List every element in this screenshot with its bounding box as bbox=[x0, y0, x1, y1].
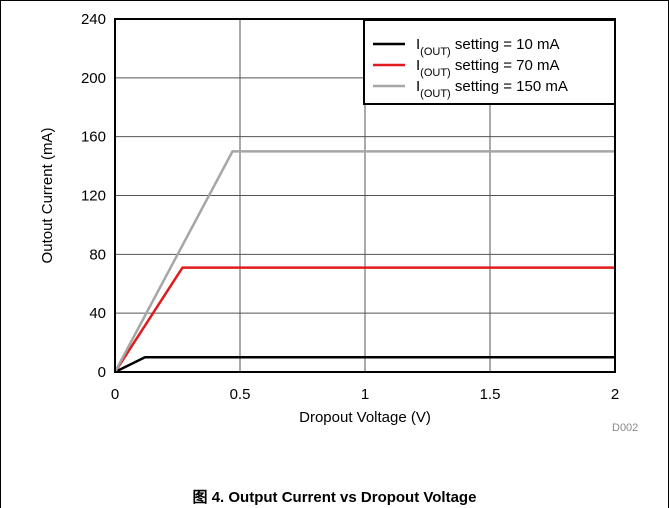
legend-entry-label: I(OUT) setting = 70 mA bbox=[416, 57, 560, 79]
figure-caption: 图 4. Output Current vs Dropout Voltage bbox=[192, 489, 477, 506]
legend-entry-label: I(OUT) setting = 10 mA bbox=[416, 36, 560, 58]
x-tick-label: 0.5 bbox=[230, 386, 251, 403]
legend: I(OUT) setting = 10 mAI(OUT) setting = 7… bbox=[363, 19, 616, 105]
series-line-2 bbox=[113, 266, 615, 373]
x-axis-label: Dropout Voltage (V) bbox=[299, 409, 431, 426]
series-line-3 bbox=[113, 150, 615, 373]
y-axis-label: Outout Current (mA) bbox=[39, 128, 56, 264]
frame-top-border bbox=[0, 0, 669, 1]
legend-box bbox=[363, 19, 616, 105]
series-layer bbox=[113, 150, 615, 374]
y-tick-label: 0 bbox=[98, 364, 106, 381]
y-tick-label: 160 bbox=[81, 129, 106, 146]
x-tick-label: 2 bbox=[611, 386, 619, 403]
dropout-chart: 0 0.5 1 1.5 2 0 40 80 120 160 200 240 Dropout Volta… bbox=[39, 11, 638, 434]
series-line-1 bbox=[114, 356, 615, 374]
legend-entry-label: I(OUT) setting = 150 mA bbox=[416, 78, 568, 100]
y-tick-label: 40 bbox=[89, 305, 106, 322]
watermark-label: D002 bbox=[612, 422, 638, 434]
y-tick-label: 80 bbox=[89, 246, 106, 263]
y-tick-label: 200 bbox=[81, 70, 106, 87]
y-tick-label: 240 bbox=[81, 11, 106, 28]
tick-labels: 0 0.5 1 1.5 2 0 40 80 120 160 200 240 bbox=[81, 11, 619, 403]
y-tick-label: 120 bbox=[81, 188, 106, 205]
x-tick-label: 1.5 bbox=[480, 386, 501, 403]
x-tick-label: 1 bbox=[361, 386, 369, 403]
frame-left-border bbox=[0, 0, 1, 508]
x-tick-label: 0 bbox=[111, 386, 119, 403]
